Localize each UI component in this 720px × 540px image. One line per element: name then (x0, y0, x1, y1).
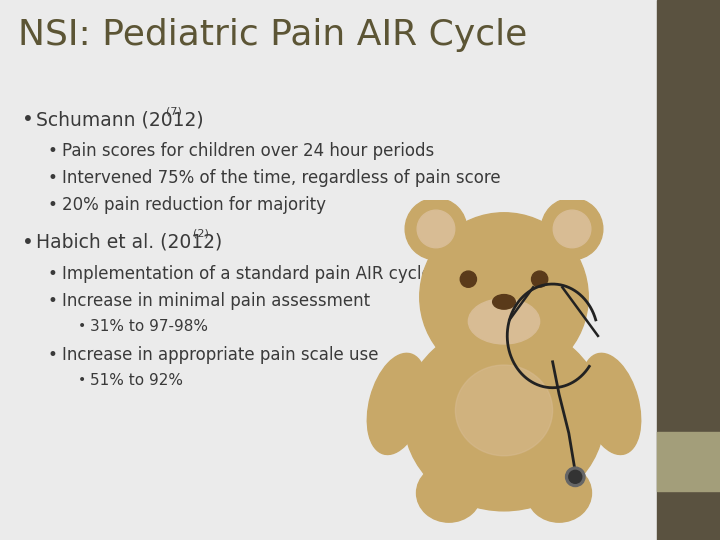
Ellipse shape (527, 464, 592, 522)
Text: •: • (48, 142, 58, 160)
Text: Pain scores for children over 24 hour periods: Pain scores for children over 24 hour pe… (62, 142, 434, 160)
Circle shape (566, 467, 585, 487)
Text: NSI: Pediatric Pain AIR Cycle: NSI: Pediatric Pain AIR Cycle (18, 18, 527, 52)
Circle shape (569, 470, 582, 483)
Text: 31% to 97-98%: 31% to 97-98% (90, 319, 208, 334)
Ellipse shape (417, 464, 481, 522)
Ellipse shape (403, 323, 605, 511)
Text: Schumann (2012): Schumann (2012) (36, 110, 204, 129)
Text: •: • (22, 233, 34, 252)
Circle shape (460, 271, 477, 287)
Ellipse shape (469, 299, 540, 344)
Circle shape (531, 271, 548, 287)
Text: •: • (22, 110, 34, 129)
Circle shape (541, 198, 603, 260)
Circle shape (405, 198, 467, 260)
Bar (657, 432, 720, 540)
Text: •: • (78, 373, 86, 387)
Circle shape (417, 210, 455, 248)
Text: •: • (78, 319, 86, 333)
Ellipse shape (455, 365, 553, 456)
Circle shape (420, 213, 588, 381)
Bar (657, 0, 720, 432)
Ellipse shape (492, 294, 516, 309)
Ellipse shape (581, 353, 641, 455)
Text: Increase in appropriate pain scale use: Increase in appropriate pain scale use (62, 346, 379, 364)
Text: 20% pain reduction for majority: 20% pain reduction for majority (62, 196, 326, 214)
Bar (657, 432, 720, 491)
Text: Intervened 75% of the time, regardless of pain score: Intervened 75% of the time, regardless o… (62, 169, 500, 187)
Ellipse shape (367, 353, 427, 455)
Text: •: • (48, 169, 58, 187)
Text: Implementation of a standard pain AIR cycle: Implementation of a standard pain AIR cy… (62, 265, 432, 283)
Text: •: • (48, 265, 58, 283)
Text: (7): (7) (166, 106, 182, 116)
Text: Increase in minimal pain assessment: Increase in minimal pain assessment (62, 292, 370, 310)
Text: •: • (48, 346, 58, 364)
Text: Habich et al. (2012): Habich et al. (2012) (36, 233, 222, 252)
Text: (2): (2) (193, 229, 209, 239)
Text: •: • (48, 196, 58, 214)
Text: •: • (48, 292, 58, 310)
Text: 51% to 92%: 51% to 92% (90, 373, 183, 388)
Circle shape (553, 210, 591, 248)
